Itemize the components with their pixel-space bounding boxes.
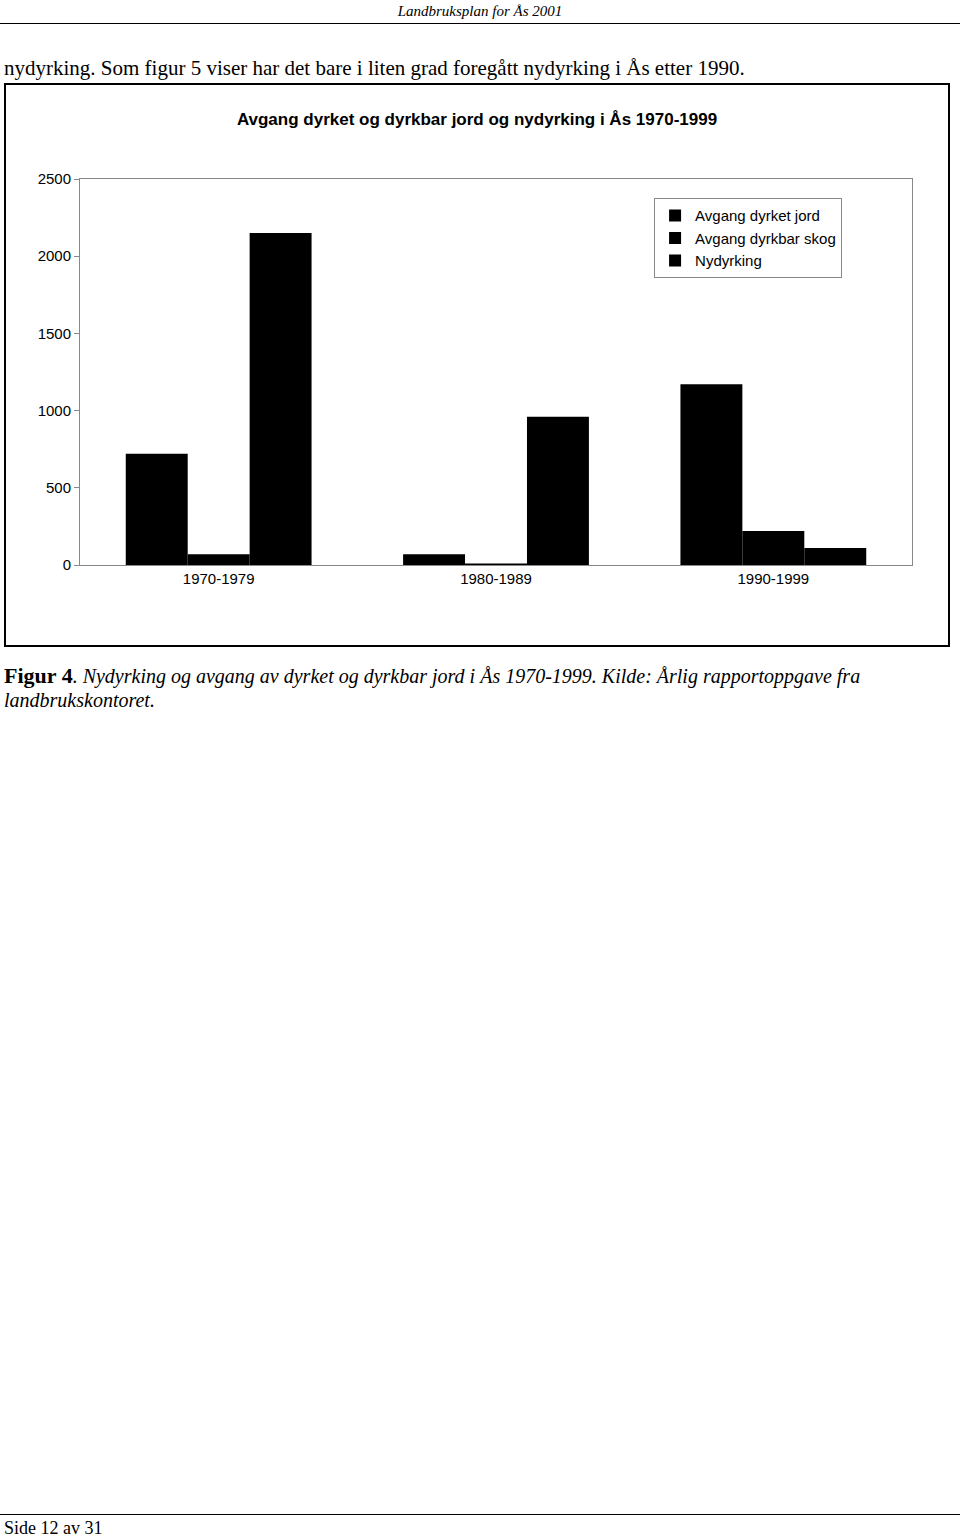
svg-text:1980-1989: 1980-1989 (460, 570, 532, 587)
html-text:Landbruksplan for Ås 2001: Landbruksplan for Ås 2001 (397, 3, 563, 19)
svg-text:Nydyrking: Nydyrking (695, 252, 762, 269)
svg-text:500: 500 (46, 479, 71, 496)
svg-text:Avgang dyrket og dyrkbar jord: Avgang dyrket og dyrkbar jord og nydyrki… (237, 110, 717, 129)
html-text:nydyrking. Som figur 5 viser h: nydyrking. Som figur 5 viser har det bar… (4, 56, 745, 80)
svg-text:2500: 2500 (38, 170, 71, 187)
svg-text:0: 0 (63, 556, 71, 573)
svg-text:1000: 1000 (38, 402, 71, 419)
svg-text:1970-1979: 1970-1979 (183, 570, 255, 587)
html-text:Side 12 av 31: Side 12 av 31 (4, 1518, 103, 1538)
svg-text:2000: 2000 (38, 247, 71, 264)
svg-text:Avgang dyrkbar skog: Avgang dyrkbar skog (695, 230, 836, 247)
svg-text:1990-1999: 1990-1999 (737, 570, 809, 587)
html-text:Figur 4. Nydyrking og avgang a: Figur 4. Nydyrking og avgang av dyrket o… (4, 663, 861, 711)
svg-text:Avgang dyrket jord: Avgang dyrket jord (695, 207, 820, 224)
svg-text:1500: 1500 (38, 325, 71, 342)
